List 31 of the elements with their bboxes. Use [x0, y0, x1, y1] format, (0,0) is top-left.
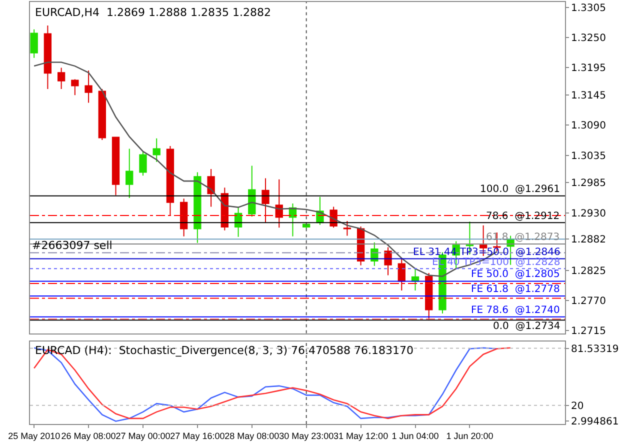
- x-tick-label: 1 Jun 04:00: [392, 430, 439, 441]
- y-tick-label: 1.3145: [571, 90, 606, 102]
- ref-line-label: FE 78.6 @1.2740: [471, 305, 560, 316]
- y-tick-label: 1.3090: [571, 120, 606, 132]
- x-tick-label: 27 May 00:00: [116, 430, 170, 441]
- y-tick-label: 1.3195: [571, 63, 606, 74]
- y-tick-label: 81.53319: [571, 344, 619, 355]
- y-tick-label: 1.2930: [571, 208, 606, 220]
- x-tick-label: 30 May 23:00: [279, 430, 334, 441]
- y-tick-label: 1.2770: [571, 296, 606, 307]
- ref-line-label: FE 61.8 @1.2778: [471, 284, 560, 295]
- y-tick-label: 1.2985: [571, 178, 606, 190]
- y-tick-label: 1.2825: [571, 266, 606, 277]
- ref-line-label: 0.0 @1.2734: [493, 321, 560, 332]
- y-tick-label: 1.2882: [571, 234, 606, 246]
- y-tick-label: 20: [571, 400, 584, 412]
- y-tick-label: 2.994861: [571, 416, 619, 428]
- x-tick-label: 25 May 2010: [8, 430, 60, 441]
- ref-line-label: 100.0 @1.2961: [480, 184, 560, 195]
- y-tick-label: 1.3305: [571, 2, 606, 14]
- annotation: #2663097 sell: [32, 239, 112, 252]
- chart-title: EURCAD,H4 1.2869 1.2888 1.2835 1.2882: [35, 6, 271, 19]
- y-tick-label: 1.2715: [571, 326, 606, 338]
- y-tick-label: 1.3035: [571, 150, 606, 162]
- x-tick-label: 27 May 16:00: [170, 430, 225, 441]
- y-tick-label: 1.3250: [571, 33, 606, 44]
- ref-line-label: FE 50.0 @1.2805: [471, 269, 560, 280]
- x-tick-label: 1 Jun 20:00: [446, 430, 494, 441]
- x-tick-label: 26 May 08:00: [61, 430, 116, 441]
- x-tick-label: 28 May 08:00: [224, 430, 280, 441]
- x-tick-label: 31 May 12:00: [334, 430, 388, 441]
